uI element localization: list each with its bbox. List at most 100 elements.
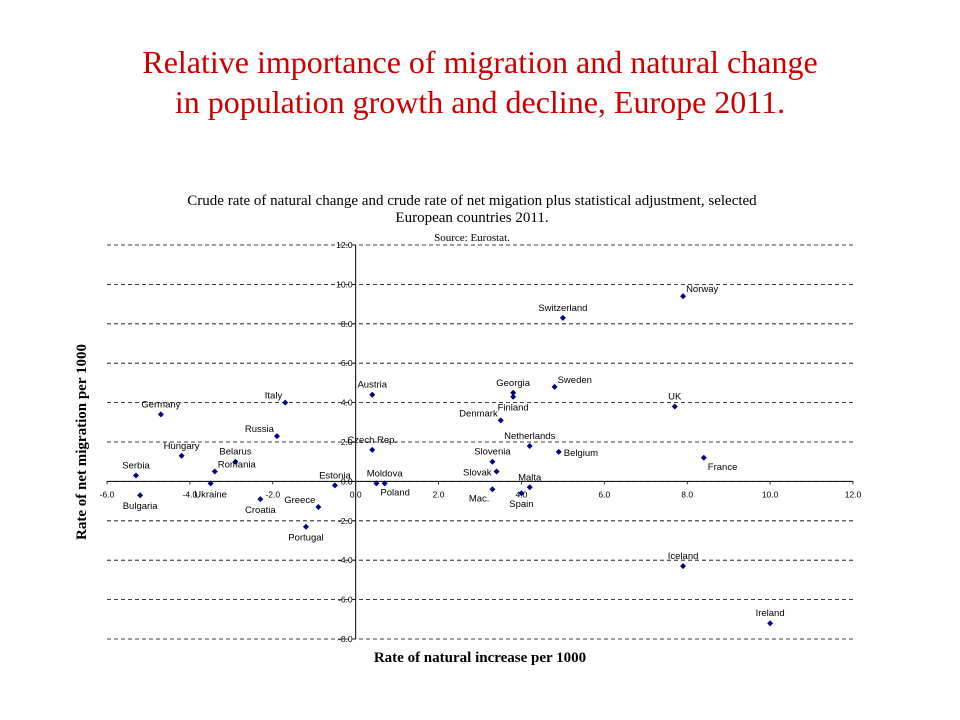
y-tick-label: 6.0: [341, 358, 353, 368]
point-label: Serbia: [122, 460, 150, 471]
point-label: Georgia: [496, 378, 531, 389]
x-tick-label: 0.0: [350, 489, 362, 499]
y-tick-label: -4.0: [338, 555, 353, 565]
point-label: Estonia: [319, 470, 351, 481]
x-tick-label: 6.0: [598, 489, 610, 499]
point-label: Denmark: [459, 408, 498, 419]
point-label: Belarus: [219, 447, 251, 458]
slide-title-line-1: Relative importance of migration and nat…: [142, 44, 818, 80]
data-point: [369, 446, 376, 453]
data-point: [510, 393, 517, 400]
point-label: Switzerland: [538, 303, 587, 314]
point-label: Slovenia: [474, 447, 511, 458]
data-point: [489, 486, 496, 493]
point-label: Netherlands: [504, 431, 555, 442]
data-point: [315, 504, 322, 511]
point-label: Moldova: [367, 468, 404, 479]
y-tick-label: -6.0: [338, 595, 353, 605]
point-label: Portugal: [288, 533, 323, 544]
point-label: Slovak: [463, 468, 492, 479]
point-label: UK: [668, 392, 682, 403]
y-tick-label: 10.0: [336, 279, 353, 289]
point-label: Iceland: [668, 551, 699, 562]
chart-title-line-2: European countries 2011.: [395, 210, 548, 226]
x-tick-label: 8.0: [681, 489, 693, 499]
y-axis-title: Rate of net migration per 1000: [74, 344, 90, 540]
y-tick-label: -8.0: [338, 634, 353, 644]
data-point: [700, 454, 707, 461]
y-tick-label: 8.0: [341, 319, 353, 329]
slide-title: Relative importance of migration and nat…: [0, 42, 960, 122]
point-label: Belgium: [564, 448, 598, 459]
data-point: [680, 563, 687, 570]
point-label: Spain: [509, 499, 533, 510]
point-label: Finland: [498, 403, 529, 414]
data-point: [381, 480, 388, 487]
data-point: [526, 442, 533, 449]
data-points: [133, 293, 774, 627]
point-label: Hungary: [164, 441, 200, 452]
data-point: [178, 452, 185, 459]
data-point: [257, 496, 264, 503]
data-point: [282, 399, 289, 406]
x-tick-label: 2.0: [433, 489, 445, 499]
data-point: [493, 468, 500, 475]
slide-title-line-2: in population growth and decline, Europe…: [174, 84, 786, 120]
point-label: Ireland: [756, 608, 785, 619]
axes: [106, 244, 854, 640]
y-tick-label: 2.0: [341, 437, 353, 447]
data-point: [331, 482, 338, 489]
data-point: [133, 472, 140, 479]
data-point: [510, 389, 517, 396]
data-point: [157, 411, 164, 418]
data-point: [555, 448, 562, 455]
data-point: [302, 523, 309, 530]
grid-lines: [107, 244, 853, 640]
point-label: Norway: [686, 284, 718, 295]
y-tick-label: 4.0: [341, 398, 353, 408]
point-label: Mac.: [469, 493, 490, 504]
data-point: [671, 403, 678, 410]
data-point: [551, 383, 558, 390]
point-label: Italy: [265, 391, 283, 402]
point-label: Sweden: [558, 375, 592, 386]
point-label: Malta: [518, 472, 542, 483]
point-label: Greece: [284, 495, 315, 506]
x-tick-label: 10.0: [762, 489, 779, 499]
data-point: [373, 480, 380, 487]
y-tick-label: 0.0: [341, 476, 353, 486]
data-point: [273, 433, 280, 440]
data-point: [207, 480, 214, 487]
data-point: [137, 492, 144, 499]
data-point: [767, 620, 774, 627]
point-label: Poland: [380, 487, 410, 498]
x-tick-label: 12.0: [845, 489, 862, 499]
y-tick-label: 12.0: [336, 240, 353, 250]
data-point: [369, 391, 376, 398]
data-point: [559, 314, 566, 321]
data-point: [518, 490, 525, 497]
x-tick-label: -2.0: [265, 489, 280, 499]
chart-title-line-1: Crude rate of natural change and crude r…: [187, 193, 757, 209]
data-point: [489, 458, 496, 465]
x-axis-title: Rate of natural increase per 1000: [374, 650, 586, 666]
data-point: [680, 293, 687, 300]
point-label: Croatia: [245, 505, 276, 516]
x-tick-label: -4.0: [183, 489, 198, 499]
point-label: Czech Rep.: [347, 435, 397, 446]
point-label: Ukraine: [194, 489, 227, 500]
y-tick-label: -2.0: [338, 516, 353, 526]
x-tick-label: -6.0: [100, 489, 115, 499]
point-label: Russia: [245, 424, 275, 435]
tick-labels: 12.0 10.0 8.0 6.0 4.0 2.0 0.0 -2.0 -4.0 -6.0 -8.0 -…: [100, 240, 862, 644]
point-label: Romania: [218, 460, 257, 471]
data-point: [526, 484, 533, 491]
point-label: Germany: [141, 399, 180, 410]
point-label: Bulgaria: [123, 501, 159, 512]
chart-subtitle: Source: Eurostat.: [434, 232, 510, 244]
data-point: [211, 468, 218, 475]
data-point: [497, 417, 504, 424]
point-label: Austria: [357, 380, 387, 391]
point-labels: Norway Switzerland Sweden Georgia Austria Fin…: [122, 284, 784, 619]
